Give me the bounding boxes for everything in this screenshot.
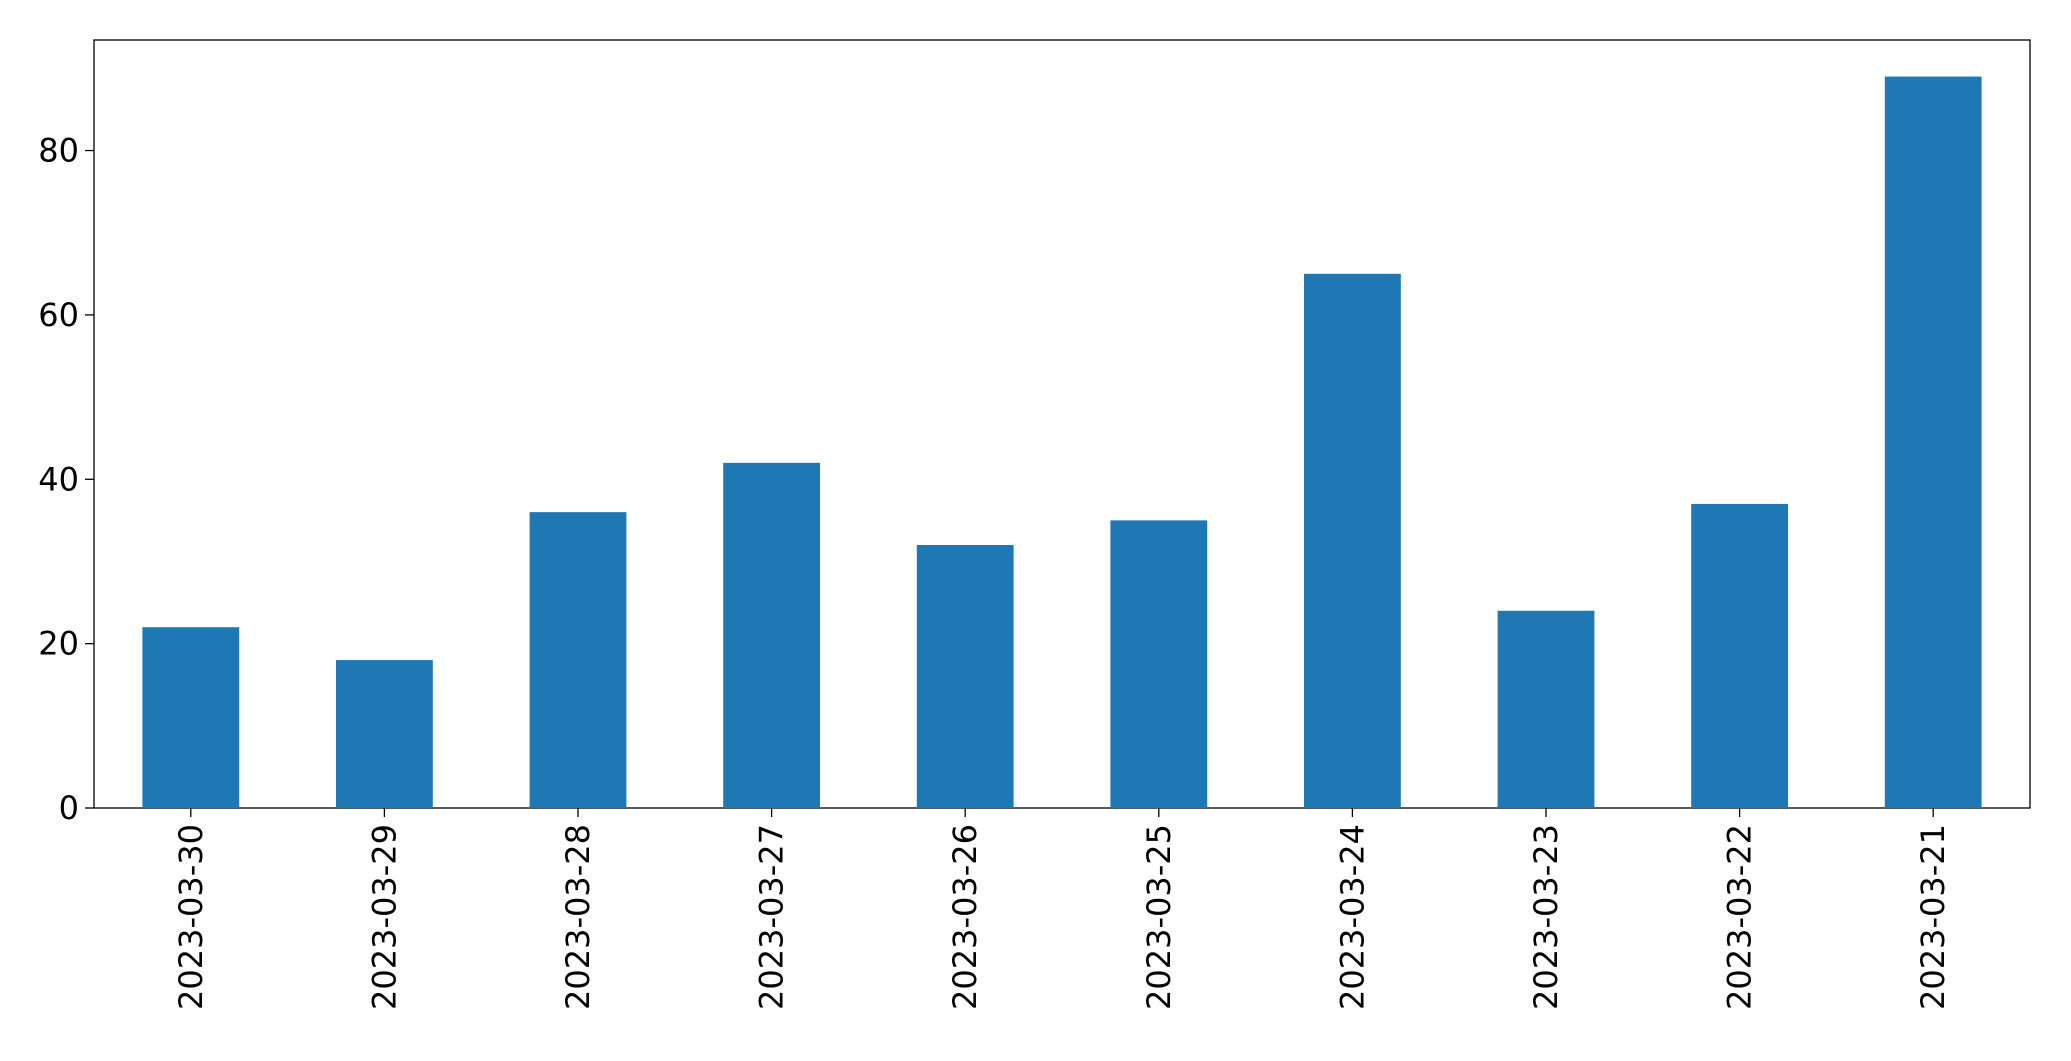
bar	[1691, 503, 1788, 808]
bar	[723, 462, 820, 808]
x-tick-label: 2023-03-21	[1914, 824, 1952, 1010]
bar	[916, 545, 1014, 808]
bar	[1304, 273, 1401, 808]
x-tick-label: 2023-03-22	[1721, 824, 1759, 1010]
x-tick-label: 2023-03-24	[1333, 824, 1371, 1010]
plot-frame	[93, 39, 2031, 809]
x-tick-label: 2023-03-30	[172, 824, 210, 1010]
bar	[1884, 76, 1982, 809]
x-tick-label: 2023-03-27	[753, 824, 791, 1010]
y-tick-label: 0	[59, 789, 79, 827]
x-tick-label: 2023-03-23	[1527, 824, 1565, 1010]
x-tick-label: 2023-03-28	[559, 824, 597, 1010]
x-tick-label: 2023-03-29	[365, 824, 403, 1010]
bar	[142, 627, 240, 808]
y-tick-label: 40	[38, 460, 79, 498]
x-tick-label: 2023-03-25	[1140, 824, 1178, 1010]
x-tick-label: 2023-03-26	[946, 824, 984, 1010]
bar	[529, 512, 627, 808]
bar	[336, 660, 433, 808]
y-tick-label: 60	[38, 296, 79, 334]
y-tick-label: 20	[38, 625, 79, 663]
bar	[1110, 520, 1208, 808]
y-tick-label: 80	[38, 132, 79, 170]
bar	[1497, 610, 1595, 808]
